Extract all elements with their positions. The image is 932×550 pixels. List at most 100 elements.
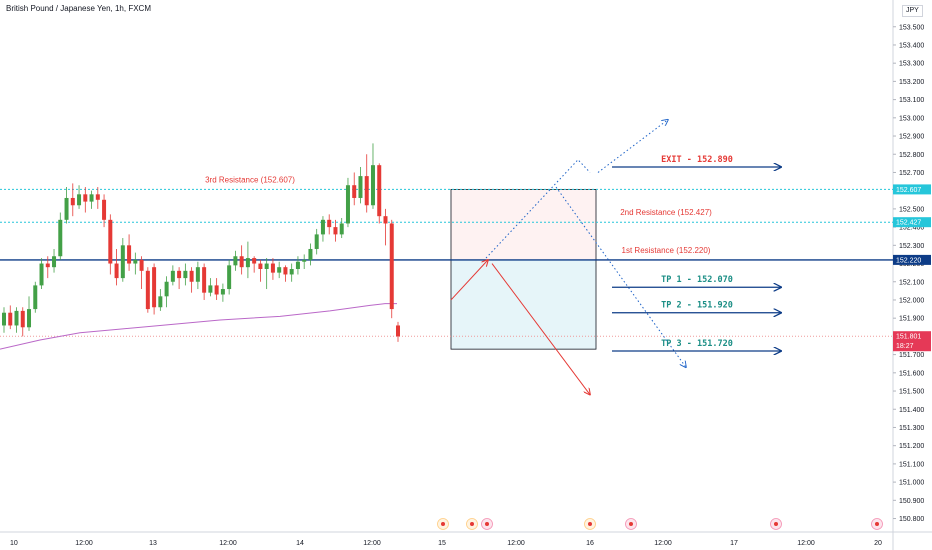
chart-title: British Pound / Japanese Yen, 1h, FXCM <box>6 4 151 13</box>
candle-body[interactable] <box>145 270 150 310</box>
candle-body[interactable] <box>314 234 319 249</box>
candle-body[interactable] <box>208 285 213 293</box>
candle-body[interactable] <box>177 270 182 279</box>
candle-body[interactable] <box>227 265 232 290</box>
candle-body[interactable] <box>233 256 238 266</box>
candle-body[interactable] <box>58 219 63 257</box>
candle-body[interactable] <box>183 270 188 279</box>
y-tick-label: 153.400 <box>899 42 924 49</box>
x-tick-label: 15 <box>438 540 446 547</box>
candle-body[interactable] <box>252 258 257 264</box>
candle-body[interactable] <box>189 270 194 282</box>
candle-body[interactable] <box>258 263 263 269</box>
y-tick-label: 152.700 <box>899 170 924 177</box>
candle-body[interactable] <box>27 309 32 328</box>
candle-body[interactable] <box>89 194 94 202</box>
candle-body[interactable] <box>102 199 107 220</box>
y-tick-label: 151.500 <box>899 389 924 396</box>
y-tick-label: 153.300 <box>899 61 924 68</box>
candle-body[interactable] <box>333 227 338 235</box>
candle-body[interactable] <box>389 223 394 310</box>
candle-body[interactable] <box>339 223 344 235</box>
candle-body[interactable] <box>220 289 225 295</box>
candle-body[interactable] <box>383 216 388 224</box>
candle-body[interactable] <box>214 285 219 295</box>
y-tick-label: 151.300 <box>899 425 924 432</box>
risk-zone <box>451 189 596 260</box>
candle-body[interactable] <box>202 267 207 293</box>
candle-body[interactable] <box>302 259 307 262</box>
x-tick-label: 16 <box>586 540 594 547</box>
candle-body[interactable] <box>396 325 400 337</box>
sell-dotted-projection-arrow <box>555 186 686 367</box>
candle-body[interactable] <box>2 312 6 326</box>
bounce-arrow <box>450 260 488 301</box>
candle-body[interactable] <box>8 312 13 326</box>
resistance-2-price-tag <box>893 217 931 228</box>
y-tick-label: 150.900 <box>899 498 924 505</box>
candle-body[interactable] <box>352 185 357 198</box>
candle-body[interactable] <box>164 281 169 297</box>
candle-body[interactable] <box>158 296 163 308</box>
y-tick-label: 153.000 <box>899 115 924 122</box>
candle-body[interactable] <box>70 197 75 206</box>
candle-body[interactable] <box>114 263 119 279</box>
candle-body[interactable] <box>283 267 288 275</box>
candle-body[interactable] <box>308 248 313 260</box>
candle-body[interactable] <box>345 185 350 224</box>
candle-body[interactable] <box>264 263 269 269</box>
x-tick-label: 12:00 <box>219 540 237 547</box>
candle-body[interactable] <box>14 310 19 326</box>
x-tick-label: 17 <box>730 540 738 547</box>
candle-body[interactable] <box>358 176 363 198</box>
y-tick-label: 152.500 <box>899 206 924 213</box>
candle-body[interactable] <box>108 219 113 264</box>
candle-body[interactable] <box>289 269 294 275</box>
economic-event-dot <box>485 522 489 526</box>
y-tick-label: 150.800 <box>899 516 924 523</box>
candle-body[interactable] <box>139 259 144 271</box>
candle-body[interactable] <box>77 194 82 206</box>
resistance-3-label: 3rd Resistance (152.607) <box>205 175 295 184</box>
y-tick-label: 151.200 <box>899 443 924 450</box>
candle-body[interactable] <box>170 270 175 282</box>
candle-body[interactable] <box>127 245 132 264</box>
currency-button[interactable]: JPY <box>902 5 923 17</box>
buy-projection-path <box>485 158 591 259</box>
candle-body[interactable] <box>195 267 200 282</box>
y-tick-label: 152.000 <box>899 297 924 304</box>
candle-body[interactable] <box>370 165 375 206</box>
candle-body[interactable] <box>239 256 244 268</box>
candle-body[interactable] <box>20 310 25 328</box>
x-tick-label: 12:00 <box>507 540 525 547</box>
candle-body[interactable] <box>152 267 157 308</box>
y-tick-label: 153.100 <box>899 97 924 104</box>
y-tick-label: 153.500 <box>899 24 924 31</box>
candle-body[interactable] <box>364 176 369 206</box>
resistance-2-price-tag-text: 152.427 <box>896 220 921 227</box>
tp3-target-label: TP 3 - 151.720 <box>661 339 733 349</box>
candle-body[interactable] <box>52 256 57 268</box>
candle-body[interactable] <box>95 194 100 200</box>
exit-target-label: EXIT - 152.890 <box>661 155 733 165</box>
candle-body[interactable] <box>277 267 282 273</box>
y-tick-label: 152.800 <box>899 152 924 159</box>
candle-body[interactable] <box>45 263 50 268</box>
candle-body[interactable] <box>64 197 69 220</box>
candle-body[interactable] <box>245 258 250 268</box>
candle-body[interactable] <box>120 245 125 279</box>
candle-body[interactable] <box>133 259 138 264</box>
candle-body[interactable] <box>39 263 44 286</box>
trade-zone-border <box>450 189 597 350</box>
moving-average-line <box>0 303 397 350</box>
candle-body[interactable] <box>320 219 325 235</box>
economic-event-dot <box>774 522 778 526</box>
candle-body[interactable] <box>377 165 382 217</box>
candle-body[interactable] <box>295 261 300 269</box>
candle-body[interactable] <box>33 285 38 310</box>
candle-body[interactable] <box>327 219 332 228</box>
candle-body[interactable] <box>270 263 275 273</box>
candle-body[interactable] <box>83 194 88 202</box>
tp1-target-label: TP 1 - 152.070 <box>661 275 733 285</box>
